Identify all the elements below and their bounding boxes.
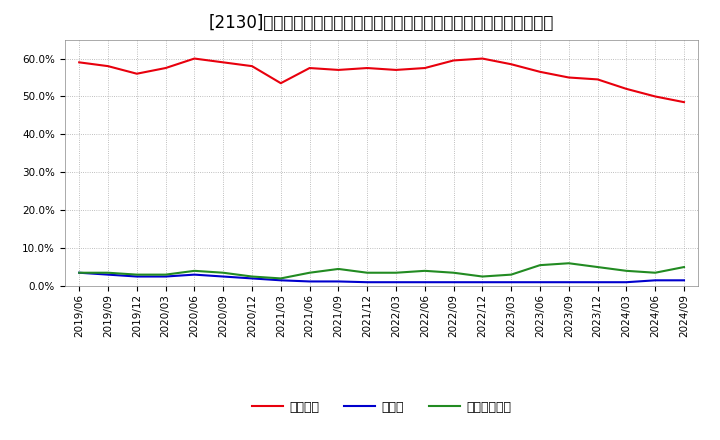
のれん bbox=[536, 279, 544, 285]
のれん bbox=[305, 279, 314, 284]
繰延税金資産 bbox=[680, 264, 688, 270]
自己資本 bbox=[622, 86, 631, 92]
Line: のれん: のれん bbox=[79, 273, 684, 282]
のれん bbox=[161, 274, 170, 279]
Title: [2130]　自己資本、のれん、繰延税金資産の総資産に対する比率の推移: [2130] 自己資本、のれん、繰延税金資産の総資産に対する比率の推移 bbox=[209, 15, 554, 33]
自己資本 bbox=[536, 69, 544, 74]
自己資本 bbox=[190, 56, 199, 61]
繰延税金資産 bbox=[392, 270, 400, 275]
のれん bbox=[420, 279, 429, 285]
繰延税金資産 bbox=[75, 270, 84, 275]
自己資本 bbox=[392, 67, 400, 73]
繰延税金資産 bbox=[305, 270, 314, 275]
のれん bbox=[363, 279, 372, 285]
自己資本 bbox=[334, 67, 343, 73]
繰延税金資産 bbox=[536, 263, 544, 268]
のれん bbox=[449, 279, 458, 285]
繰延税金資産 bbox=[104, 270, 112, 275]
のれん bbox=[132, 274, 141, 279]
繰延税金資産 bbox=[248, 274, 256, 279]
繰延税金資産 bbox=[564, 260, 573, 266]
のれん bbox=[75, 270, 84, 275]
のれん bbox=[248, 276, 256, 281]
繰延税金資産 bbox=[161, 272, 170, 277]
自己資本 bbox=[75, 60, 84, 65]
自己資本 bbox=[161, 66, 170, 71]
自己資本 bbox=[363, 66, 372, 71]
自己資本 bbox=[248, 63, 256, 69]
のれん bbox=[219, 274, 228, 279]
のれん bbox=[190, 272, 199, 277]
のれん bbox=[564, 279, 573, 285]
自己資本 bbox=[449, 58, 458, 63]
Legend: 自己資本, のれん, 繰延税金資産: 自己資本, のれん, 繰延税金資産 bbox=[246, 396, 517, 419]
繰延税金資産 bbox=[593, 264, 602, 270]
のれん bbox=[104, 272, 112, 277]
のれん bbox=[680, 278, 688, 283]
自己資本 bbox=[420, 66, 429, 71]
繰延税金資産 bbox=[449, 270, 458, 275]
自己資本 bbox=[593, 77, 602, 82]
Line: 繰延税金資産: 繰延税金資産 bbox=[79, 263, 684, 279]
繰延税金資産 bbox=[478, 274, 487, 279]
繰延税金資産 bbox=[363, 270, 372, 275]
自己資本 bbox=[132, 71, 141, 77]
繰延税金資産 bbox=[219, 270, 228, 275]
自己資本 bbox=[564, 75, 573, 80]
のれん bbox=[276, 278, 285, 283]
のれん bbox=[334, 279, 343, 284]
繰延税金資産 bbox=[190, 268, 199, 274]
自己資本 bbox=[305, 66, 314, 71]
自己資本 bbox=[104, 63, 112, 69]
自己資本 bbox=[276, 81, 285, 86]
のれん bbox=[507, 279, 516, 285]
自己資本 bbox=[507, 62, 516, 67]
のれん bbox=[622, 279, 631, 285]
繰延税金資産 bbox=[507, 272, 516, 277]
自己資本 bbox=[219, 60, 228, 65]
繰延税金資産 bbox=[132, 272, 141, 277]
繰延税金資産 bbox=[622, 268, 631, 274]
繰延税金資産 bbox=[651, 270, 660, 275]
繰延税金資産 bbox=[420, 268, 429, 274]
のれん bbox=[651, 278, 660, 283]
自己資本 bbox=[651, 94, 660, 99]
のれん bbox=[593, 279, 602, 285]
自己資本 bbox=[478, 56, 487, 61]
のれん bbox=[392, 279, 400, 285]
繰延税金資産 bbox=[334, 266, 343, 271]
自己資本 bbox=[680, 99, 688, 105]
繰延税金資産 bbox=[276, 276, 285, 281]
Line: 自己資本: 自己資本 bbox=[79, 59, 684, 102]
のれん bbox=[478, 279, 487, 285]
